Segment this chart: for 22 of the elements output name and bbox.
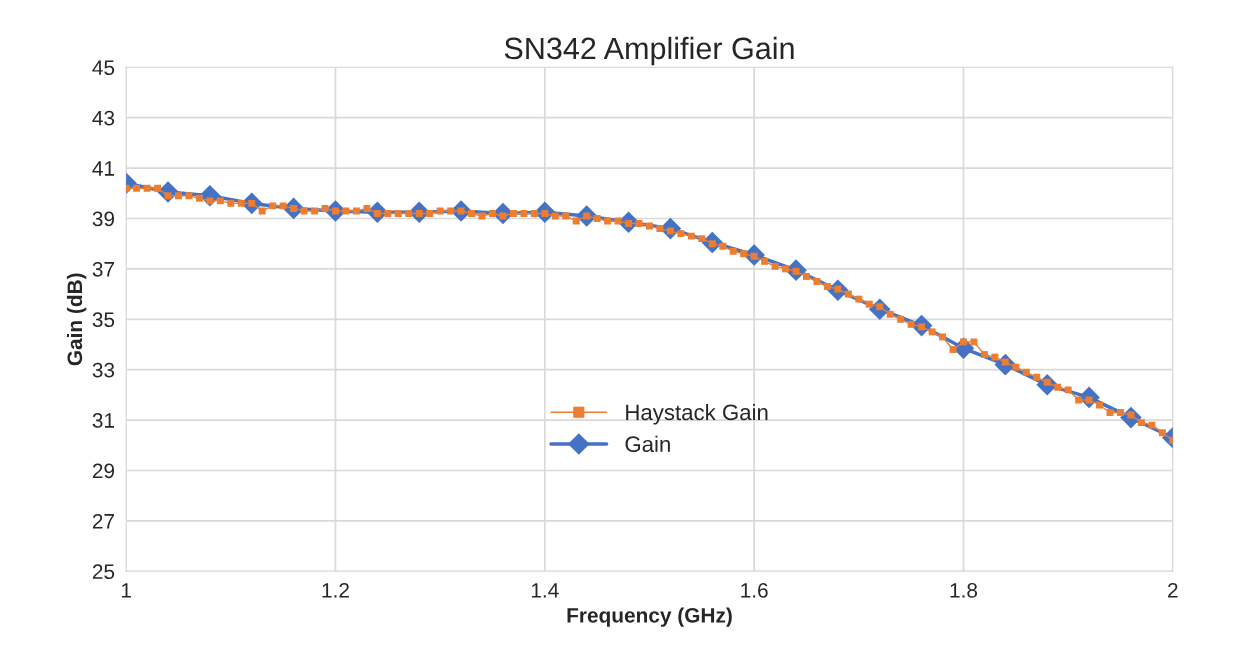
y-tick-label: 41 (92, 161, 115, 176)
y-tick-label: 37 (92, 261, 114, 277)
x-tick-label: 1 (121, 583, 131, 598)
y-tick-label: 43 (92, 110, 115, 126)
y-tick-label: 27 (92, 513, 114, 529)
x-tick-label: 1.2 (322, 582, 349, 598)
y-tick-label: 33 (92, 362, 115, 378)
y-tick-label: 29 (92, 463, 115, 479)
x-tick-label: 1.6 (741, 582, 768, 598)
legend-label: Gain (625, 435, 670, 453)
y-tick-label: 25 (92, 564, 115, 580)
x-tick-label: 2 (1168, 582, 1178, 598)
chart-title: SN342 Amplifier Gain (504, 36, 794, 66)
x-tick-label: 1.4 (531, 583, 559, 598)
y-tick-label: 45 (92, 60, 115, 76)
x-axis-title: Frequency (GHz) (567, 607, 732, 627)
y-tick-label: 39 (92, 211, 115, 227)
x-tick-label: 1.8 (950, 582, 978, 598)
y-tick-label: 31 (92, 413, 115, 428)
y-axis-title: Gain (dB) (66, 273, 87, 366)
legend-label: Haystack Gain (626, 403, 768, 425)
y-tick-label: 35 (92, 312, 115, 328)
